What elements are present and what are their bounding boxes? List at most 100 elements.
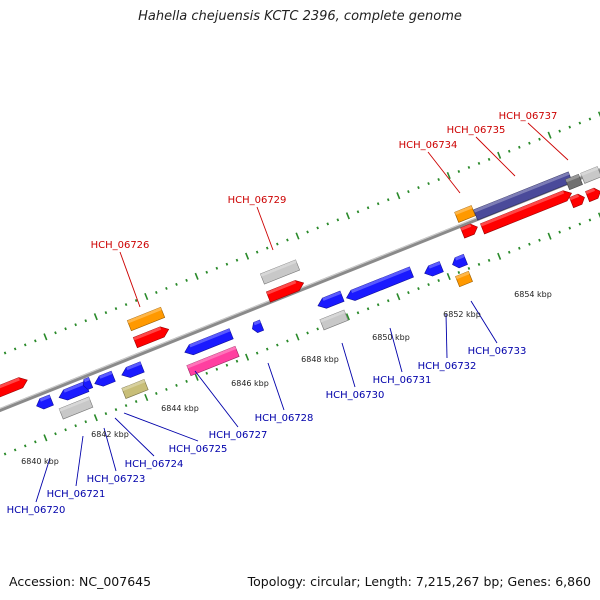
gene-label-reverse: HCH_06721 — [47, 489, 106, 500]
gene-forward-red[interactable] — [265, 278, 305, 303]
gene-reverse-olive[interactable] — [121, 379, 149, 399]
tick-mark-outer — [518, 145, 521, 149]
gene-label-reverse-leader — [470, 300, 498, 344]
tick-mark-inner — [124, 404, 128, 408]
tick-mark-inner — [175, 383, 178, 387]
tick-marks — [3, 111, 600, 456]
tick-mark-outer — [245, 252, 250, 260]
gene-reverse-blue[interactable] — [57, 380, 90, 402]
tick-mark-outer — [528, 141, 531, 145]
tick-mark-outer — [276, 242, 279, 246]
gene-reverse-blue[interactable] — [450, 253, 468, 269]
tick-mark-outer — [3, 351, 7, 355]
gene-features[interactable] — [0, 166, 600, 420]
gene-label-reverse-leader — [389, 327, 403, 373]
scale-label: 6842 kbp — [91, 430, 129, 439]
tick-mark-inner — [528, 242, 531, 246]
gene-label-forward-leader — [427, 151, 461, 194]
scale-label: 6850 kbp — [372, 333, 410, 342]
gene-reverse-blue[interactable] — [183, 328, 234, 358]
tick-mark-outer — [547, 131, 552, 139]
gene-reverse-blue[interactable] — [120, 361, 145, 380]
gene-reverse-blue[interactable] — [316, 290, 345, 311]
tick-mark-inner — [356, 311, 360, 315]
gene-labels: HCH_06726 HCH_06729 HCH_06734 HCH_06735 HCH_… — [7, 111, 558, 516]
tick-mark-inner — [144, 393, 149, 402]
tick-mark-inner — [507, 250, 511, 254]
tick-mark-inner — [538, 238, 541, 242]
tick-mark-inner — [155, 391, 158, 395]
gene-reverse-blue[interactable] — [81, 377, 94, 390]
gene-forward-orange[interactable] — [126, 306, 166, 332]
tick-mark-outer — [446, 171, 451, 180]
tick-mark-outer — [597, 111, 600, 118]
gene-forward-red[interactable] — [132, 324, 171, 349]
tick-mark-inner — [34, 440, 37, 444]
tick-mark-inner — [286, 339, 289, 343]
gene-label-reverse-leader — [341, 342, 356, 388]
gene-reverse-orange[interactable] — [455, 270, 473, 288]
gene-reverse-blue[interactable] — [93, 370, 116, 389]
tick-mark-inner — [457, 270, 461, 274]
gene-reverse-pink[interactable] — [186, 345, 240, 377]
tick-mark-outer — [558, 129, 561, 133]
gene-forward-red[interactable] — [480, 188, 573, 235]
tick-mark-outer — [295, 232, 300, 240]
tick-mark-outer — [104, 311, 108, 315]
tick-mark-outer — [356, 210, 360, 214]
tick-mark-outer — [194, 272, 199, 280]
tick-mark-inner — [194, 373, 199, 381]
tick-mark-outer — [215, 266, 219, 270]
scale-label: 6848 kbp — [301, 355, 339, 364]
tick-mark-outer — [13, 347, 17, 351]
gene-label-forward-leader — [527, 122, 569, 161]
gene-forward-dark[interactable] — [565, 173, 583, 191]
gene-label-forward: HCH_06726 — [91, 240, 150, 251]
gene-reverse-grey[interactable] — [319, 309, 349, 331]
tick-mark-inner — [497, 252, 502, 260]
tick-mark-outer — [345, 212, 350, 220]
tick-mark-outer — [175, 282, 178, 286]
tick-mark-inner — [104, 412, 108, 416]
gene-reverse-blue[interactable] — [423, 261, 444, 279]
gene-forward-red[interactable] — [569, 192, 586, 209]
gene-forward-orange[interactable] — [454, 205, 476, 223]
tick-mark-inner — [477, 262, 481, 266]
tick-mark-inner — [568, 226, 572, 230]
gene-reverse-grey[interactable] — [58, 396, 94, 420]
gene-forward-red[interactable] — [585, 186, 600, 203]
tick-mark-inner — [114, 408, 118, 412]
gene-forward-red[interactable] — [460, 222, 480, 239]
tick-mark-outer — [407, 190, 410, 194]
tick-mark-inner — [3, 452, 7, 456]
tick-mark-outer — [336, 218, 340, 222]
gene-label-forward: HCH_06734 — [399, 140, 458, 151]
tick-mark-inner — [265, 347, 269, 351]
gene-forward-grey[interactable] — [259, 259, 301, 285]
tick-mark-inner — [588, 218, 592, 222]
tick-mark-outer — [578, 121, 582, 125]
tick-mark-inner — [467, 266, 471, 270]
tick-mark-outer — [23, 343, 27, 347]
gene-forward-red[interactable] — [0, 375, 29, 404]
gene-reverse-blue[interactable] — [250, 319, 265, 334]
tick-mark-outer — [326, 222, 330, 226]
gene-label-forward-leader — [256, 206, 274, 251]
tick-mark-inner — [185, 379, 188, 383]
label-leader-lines — [35, 122, 569, 503]
gene-reverse-blue[interactable] — [35, 394, 54, 411]
tick-mark-outer — [286, 238, 289, 242]
gene-label-reverse-leader — [75, 435, 84, 487]
tick-mark-inner — [84, 420, 88, 424]
gene-reverse-blue[interactable] — [344, 266, 414, 303]
gene-label-forward: HCH_06735 — [447, 125, 506, 136]
tick-mark-outer — [64, 327, 67, 331]
tick-mark-inner — [547, 232, 552, 240]
gene-forward-grey[interactable] — [580, 166, 600, 184]
gene-label-forward: HCH_06737 — [499, 111, 558, 122]
tick-mark-outer — [588, 117, 592, 121]
gene-label-reverse-leader — [103, 427, 117, 472]
tick-mark-inner — [74, 424, 77, 428]
tick-mark-inner — [255, 351, 259, 355]
